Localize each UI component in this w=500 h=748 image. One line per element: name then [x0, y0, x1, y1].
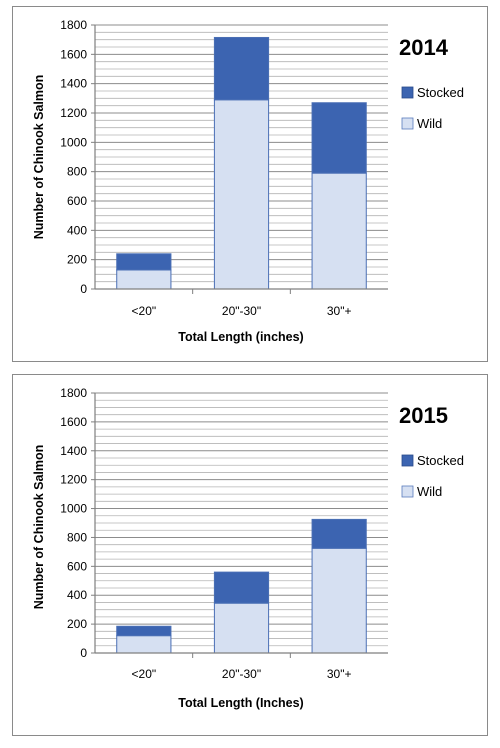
- y-tick-label: 800: [67, 165, 87, 179]
- y-tick-label: 400: [67, 588, 87, 602]
- y-tick-label: 1400: [60, 444, 87, 458]
- bar-wild-1: [213, 602, 270, 654]
- y-axis-title: Number of Chinook Salmon: [32, 445, 46, 610]
- legend-label-wild: Wild: [417, 116, 442, 131]
- legend-label-wild: Wild: [417, 484, 442, 499]
- legend-swatch-wild: [401, 117, 414, 130]
- bar-stocked-1: [213, 571, 270, 604]
- chart-2015: 0 200 400 600 800 1000 1200 1400 1600 1800 <20" 20…: [32, 386, 464, 710]
- y-axis-title: Number of Chinook Salmon: [32, 75, 46, 240]
- x-tick-label: <20": [132, 304, 157, 318]
- bar-stocked-2: [311, 518, 367, 549]
- y-tick-label: 1400: [60, 77, 87, 91]
- x-tick-label: 20"-30": [222, 304, 261, 318]
- y-tick-label: 800: [67, 530, 87, 544]
- legend-label-stocked: Stocked: [417, 85, 464, 100]
- bar-wild-0: [116, 269, 172, 290]
- bar-wild-2: [311, 172, 367, 290]
- y-tick-label: 1600: [60, 415, 87, 429]
- legend-swatch-stocked: [401, 454, 414, 467]
- y-tick-label: 200: [67, 253, 87, 267]
- x-tick-label: 20"-30": [222, 667, 261, 681]
- y-tick-label: 200: [67, 617, 87, 631]
- chart-panel-2015: 0 200 400 600 800 1000 1200 1400 1600 1800 <20" 20…: [12, 374, 488, 736]
- x-tick-label: <20": [132, 667, 157, 681]
- y-tick-label: 1800: [60, 386, 87, 400]
- y-tick-label: 1000: [60, 135, 87, 149]
- legend-label-stocked: Stocked: [417, 453, 464, 468]
- chart-2014: 0 200 400 600 800 1000 1200 1400 1600 1800 <20" 20…: [32, 18, 464, 344]
- y-tick-label: 1200: [60, 473, 87, 487]
- bar-stocked-0: [116, 625, 172, 637]
- bar-wild-0: [116, 635, 172, 654]
- chart-panel-2014: 0 200 400 600 800 1000 1200 1400 1600 1800 <20" 20…: [12, 6, 488, 362]
- y-tick-label: 0: [80, 282, 87, 296]
- bar-wild-1: [213, 99, 270, 290]
- y-tick-label: 0: [80, 646, 87, 660]
- y-tick-label: 1600: [60, 47, 87, 61]
- y-tick-label: 400: [67, 223, 87, 237]
- y-tick-label: 1200: [60, 106, 87, 120]
- bar-wild-2: [311, 547, 367, 654]
- x-axis-title: Total Length (Inches): [178, 696, 303, 710]
- y-tick-label: 600: [67, 194, 87, 208]
- y-tick-label: 1800: [60, 18, 87, 32]
- legend: Stocked Wild: [401, 453, 464, 499]
- legend-swatch-stocked: [401, 86, 414, 99]
- chart-title: 2015: [399, 403, 448, 428]
- legend: Stocked Wild: [401, 85, 464, 131]
- x-tick-label: 30"+: [327, 667, 352, 681]
- chart-title: 2014: [399, 35, 449, 60]
- y-tick-label: 600: [67, 559, 87, 573]
- x-axis-title: Total Length (inches): [178, 330, 303, 344]
- legend-swatch-wild: [401, 485, 414, 498]
- bar-stocked-1: [213, 36, 270, 101]
- bar-stocked-0: [116, 253, 172, 271]
- x-tick-label: 30"+: [327, 304, 352, 318]
- y-tick-label: 1000: [60, 502, 87, 516]
- bar-stocked-2: [311, 102, 367, 174]
